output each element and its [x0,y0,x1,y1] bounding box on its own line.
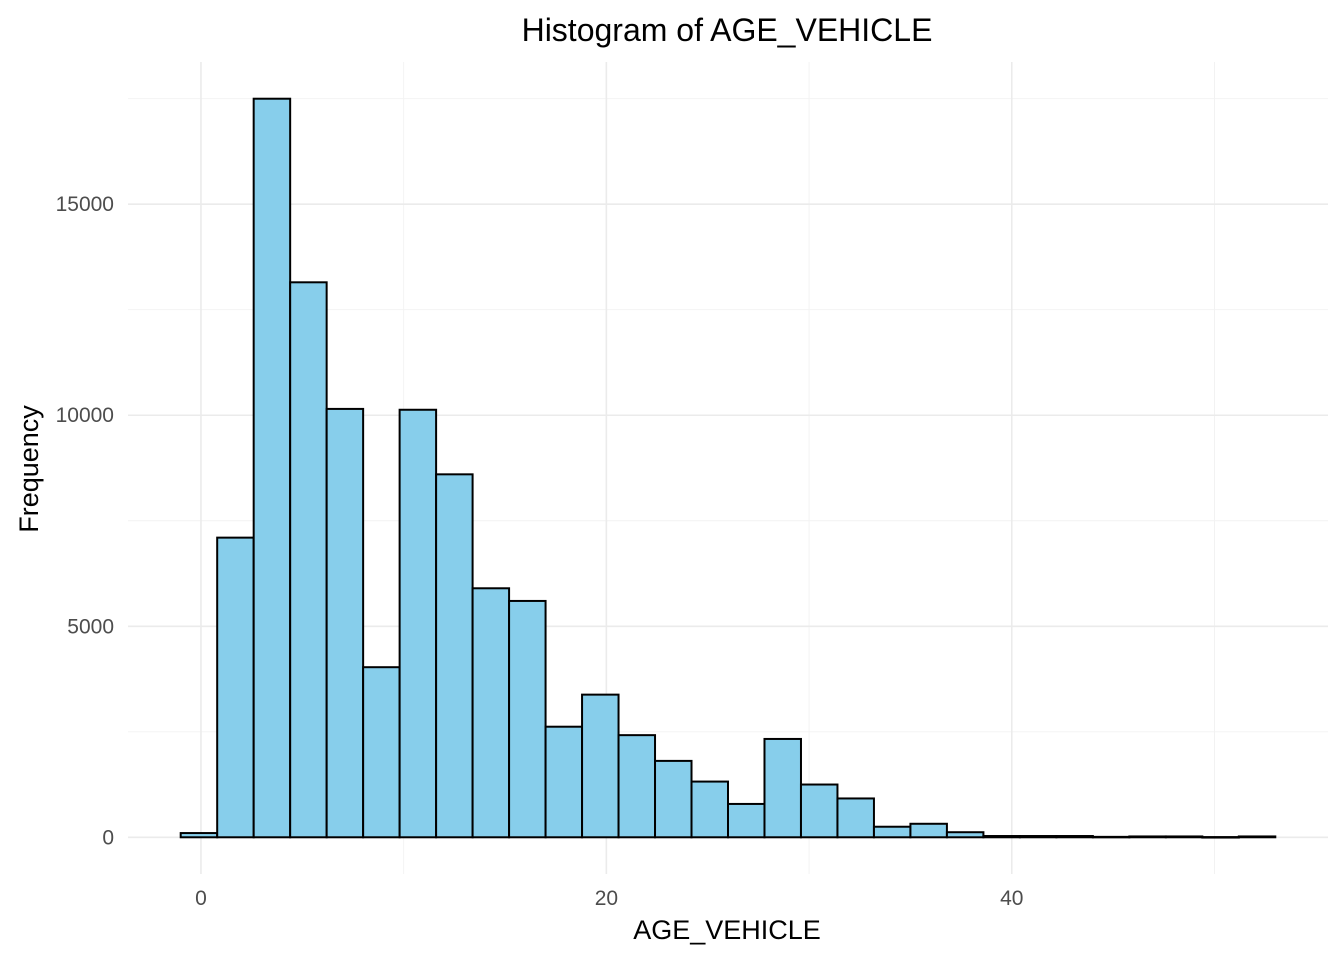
histogram-bar [581,693,620,839]
x-tick-label: 0 [195,887,207,910]
histogram-bar [1018,835,1058,839]
axis-tick-labels: 0 20 40 0 5000 10000 15000 [56,193,1024,910]
histogram-bar [982,835,1021,839]
histogram-bar [216,536,255,839]
histogram-bar [1091,835,1131,839]
histogram-bar [909,822,948,839]
histogram-bar [179,832,219,839]
histogram-bar [508,599,547,839]
histogram-bar [763,737,802,839]
histogram-bar [617,734,657,839]
histogram-bar [690,780,729,839]
x-axis-title: AGE_VEHICLE [633,915,821,945]
histogram-bar [1164,835,1204,839]
histogram-bar [799,783,839,839]
histogram-bar [471,587,511,839]
histogram-bar [544,725,584,839]
histogram-bar [435,473,474,839]
histogram-bar [1055,835,1094,839]
histogram-bar [945,831,985,839]
histogram-bar [325,407,365,839]
x-tick-label: 20 [595,887,618,910]
chart-title: Histogram of AGE_VEHICLE [522,12,933,48]
histogram-bar [1128,835,1167,839]
histogram-bar [362,666,401,839]
histogram-bar [1201,836,1240,839]
histogram-bar [398,408,438,839]
histogram-bar [252,97,292,839]
x-tick-label: 40 [1000,887,1023,910]
histogram-bar [727,802,766,839]
histogram-bar [836,797,875,839]
y-tick-label: 10000 [56,404,114,427]
histogram-bars [179,97,1277,839]
histogram-bar [654,759,693,839]
y-tick-label: 0 [102,826,114,849]
y-tick-label: 15000 [56,193,114,216]
histogram-bar [1237,835,1277,839]
histogram-bar [872,825,912,839]
histogram-bar [289,281,328,839]
y-tick-label: 5000 [67,615,114,638]
y-axis-title: Frequency [14,405,44,533]
